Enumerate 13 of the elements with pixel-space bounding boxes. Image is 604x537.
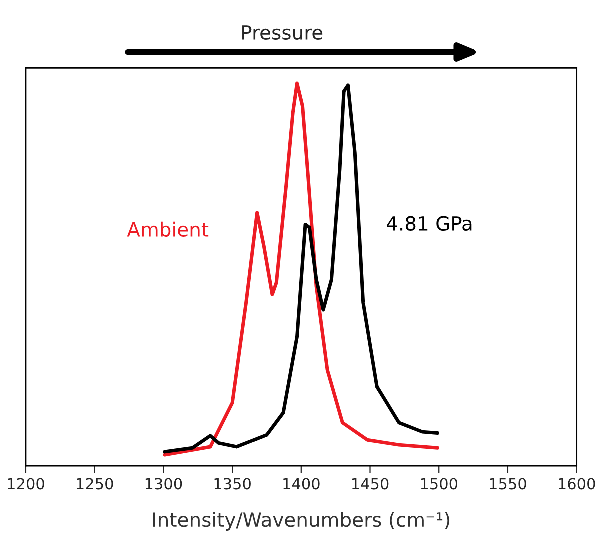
x-tick-label: 1450 xyxy=(352,478,389,490)
text: Ambient xyxy=(127,222,209,237)
text: Pressure xyxy=(242,26,323,40)
x-tick-label: 1350 xyxy=(214,478,251,490)
x-tick-label: 1600 xyxy=(559,478,596,490)
series-label: 4.81 GPa xyxy=(387,216,472,232)
x-tick-label: 1400 xyxy=(284,478,320,490)
x-tick-label: 1500 xyxy=(421,478,458,490)
x-tick-label: 1250 xyxy=(77,478,114,490)
x-axis-title: Intensity/Wavenumbers (cm⁻¹) xyxy=(153,512,450,531)
x-tick-label: 1200 xyxy=(8,478,44,490)
x-tick-label: 1550 xyxy=(490,478,526,490)
x-tick-label: 1300 xyxy=(146,478,182,490)
